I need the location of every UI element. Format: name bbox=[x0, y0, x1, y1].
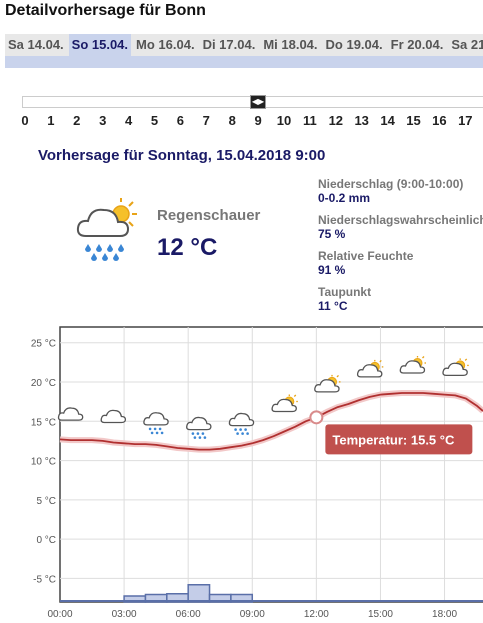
tab-day-7[interactable]: Sa 21.04. bbox=[448, 34, 483, 56]
precipitation-bar bbox=[187, 584, 211, 603]
temperature-value: 12 °C bbox=[157, 234, 218, 261]
hour-label[interactable]: 3 bbox=[99, 113, 107, 128]
day-tabs: Sa 14.04. So 15.04. Mo 16.04. Di 17.04. Mi 1… bbox=[5, 34, 483, 56]
y-tick-label: 10 °C bbox=[31, 457, 56, 468]
precipitation-probability-value: 75 % bbox=[318, 227, 346, 241]
y-tick-label: 5 °C bbox=[36, 496, 56, 507]
x-tick-label: 12:00 bbox=[304, 609, 329, 620]
tooltip-marker bbox=[309, 410, 324, 425]
tab-day-1[interactable]: So 15.04. bbox=[68, 34, 132, 56]
hour-label[interactable]: 6 bbox=[176, 113, 185, 128]
cloud-icon bbox=[100, 409, 127, 424]
hour-label[interactable]: 17 bbox=[458, 113, 473, 128]
dewpoint-label: Taupunkt bbox=[318, 285, 372, 299]
hour-label[interactable]: 5 bbox=[150, 113, 159, 128]
temperature-line bbox=[59, 392, 483, 451]
precipitation-label: Niederschlag (9:00-10:00) bbox=[318, 177, 464, 191]
sun-cloud-icon bbox=[442, 358, 469, 377]
cloud-rain-icon bbox=[186, 416, 212, 439]
x-tick-label: 15:00 bbox=[368, 609, 393, 620]
y-tick-label: 25 °C bbox=[31, 339, 56, 350]
tab-day-0[interactable]: Sa 14.04. bbox=[5, 34, 67, 56]
forecast-title: Vorhersage für Sonntag, 15.04.2018 9:00 bbox=[38, 147, 326, 164]
tab-content-bar bbox=[5, 56, 483, 68]
tooltip-label: Temperatur: 15.5 °C bbox=[332, 432, 455, 447]
x-tick-label: 00:00 bbox=[47, 609, 72, 620]
hour-label[interactable]: 14 bbox=[380, 113, 395, 128]
x-tick-label: 03:00 bbox=[112, 609, 137, 620]
y-tick-label: 0 °C bbox=[36, 535, 56, 546]
hour-label[interactable]: 1 bbox=[47, 113, 55, 128]
tab-day-4[interactable]: Mi 18.04. bbox=[260, 34, 321, 56]
hour-label[interactable]: 9 bbox=[254, 113, 262, 128]
hour-slider-handle[interactable]: ◀▶ bbox=[250, 95, 266, 109]
hour-label[interactable]: 8 bbox=[228, 113, 236, 128]
cloud-rain-icon bbox=[143, 412, 169, 435]
hour-label[interactable]: 2 bbox=[73, 113, 81, 128]
hour-label[interactable]: 0 bbox=[21, 113, 29, 128]
tooltip-box bbox=[325, 424, 473, 455]
sun-cloud-icon bbox=[399, 356, 426, 374]
condition-label: Regenschauer bbox=[157, 207, 261, 224]
hour-label[interactable]: 12 bbox=[328, 113, 344, 128]
hour-label[interactable]: 13 bbox=[354, 113, 369, 128]
tab-day-5[interactable]: Do 19.04. bbox=[322, 34, 386, 56]
x-tick-label: 06:00 bbox=[176, 609, 201, 620]
tab-day-6[interactable]: Fr 20.04. bbox=[387, 34, 447, 56]
sun-cloud-rain-icon bbox=[76, 198, 137, 261]
sun-cloud-icon bbox=[356, 359, 384, 378]
hour-label[interactable]: 7 bbox=[202, 113, 210, 128]
page-title: Detailvorhersage für Bonn bbox=[5, 2, 206, 19]
dewpoint-value: 11 °C bbox=[318, 299, 348, 313]
humidity-value: 91 % bbox=[318, 263, 346, 277]
x-tick-label: 18:00 bbox=[432, 609, 457, 620]
hour-label[interactable]: 15 bbox=[406, 113, 421, 128]
cloud-icon bbox=[57, 407, 84, 421]
tab-day-2[interactable]: Mo 16.04. bbox=[133, 34, 198, 56]
hour-label[interactable]: 16 bbox=[432, 113, 447, 128]
hour-scale: 0 1 2 3 4 5 6 7 8 9 10 11 12 13 14 15 16 17 bbox=[0, 113, 483, 129]
precipitation-probability-label: Niederschlagswahrscheinlichkeit bbox=[318, 213, 483, 227]
y-tick-label: 15 °C bbox=[31, 417, 56, 428]
hour-label[interactable]: 10 bbox=[276, 113, 292, 128]
forecast-chart[interactable]: 25 °C 20 °C 15 °C 10 °C 5 °C 0 °C -5 °C 00:00 03… bbox=[0, 322, 483, 623]
y-tick-label: -5 °C bbox=[33, 574, 56, 585]
cloud-rain-icon bbox=[228, 412, 255, 435]
x-tick-label: 09:00 bbox=[240, 609, 265, 620]
y-tick-label: 20 °C bbox=[31, 378, 56, 389]
hour-label[interactable]: 11 bbox=[303, 113, 317, 128]
tab-day-3[interactable]: Di 17.04. bbox=[199, 34, 259, 56]
sun-cloud-icon bbox=[314, 374, 341, 393]
precipitation-value: 0-0.2 mm bbox=[318, 191, 371, 205]
sun-cloud-icon bbox=[271, 394, 298, 413]
humidity-label: Relative Feuchte bbox=[318, 249, 414, 263]
hour-label[interactable]: 4 bbox=[124, 113, 133, 128]
